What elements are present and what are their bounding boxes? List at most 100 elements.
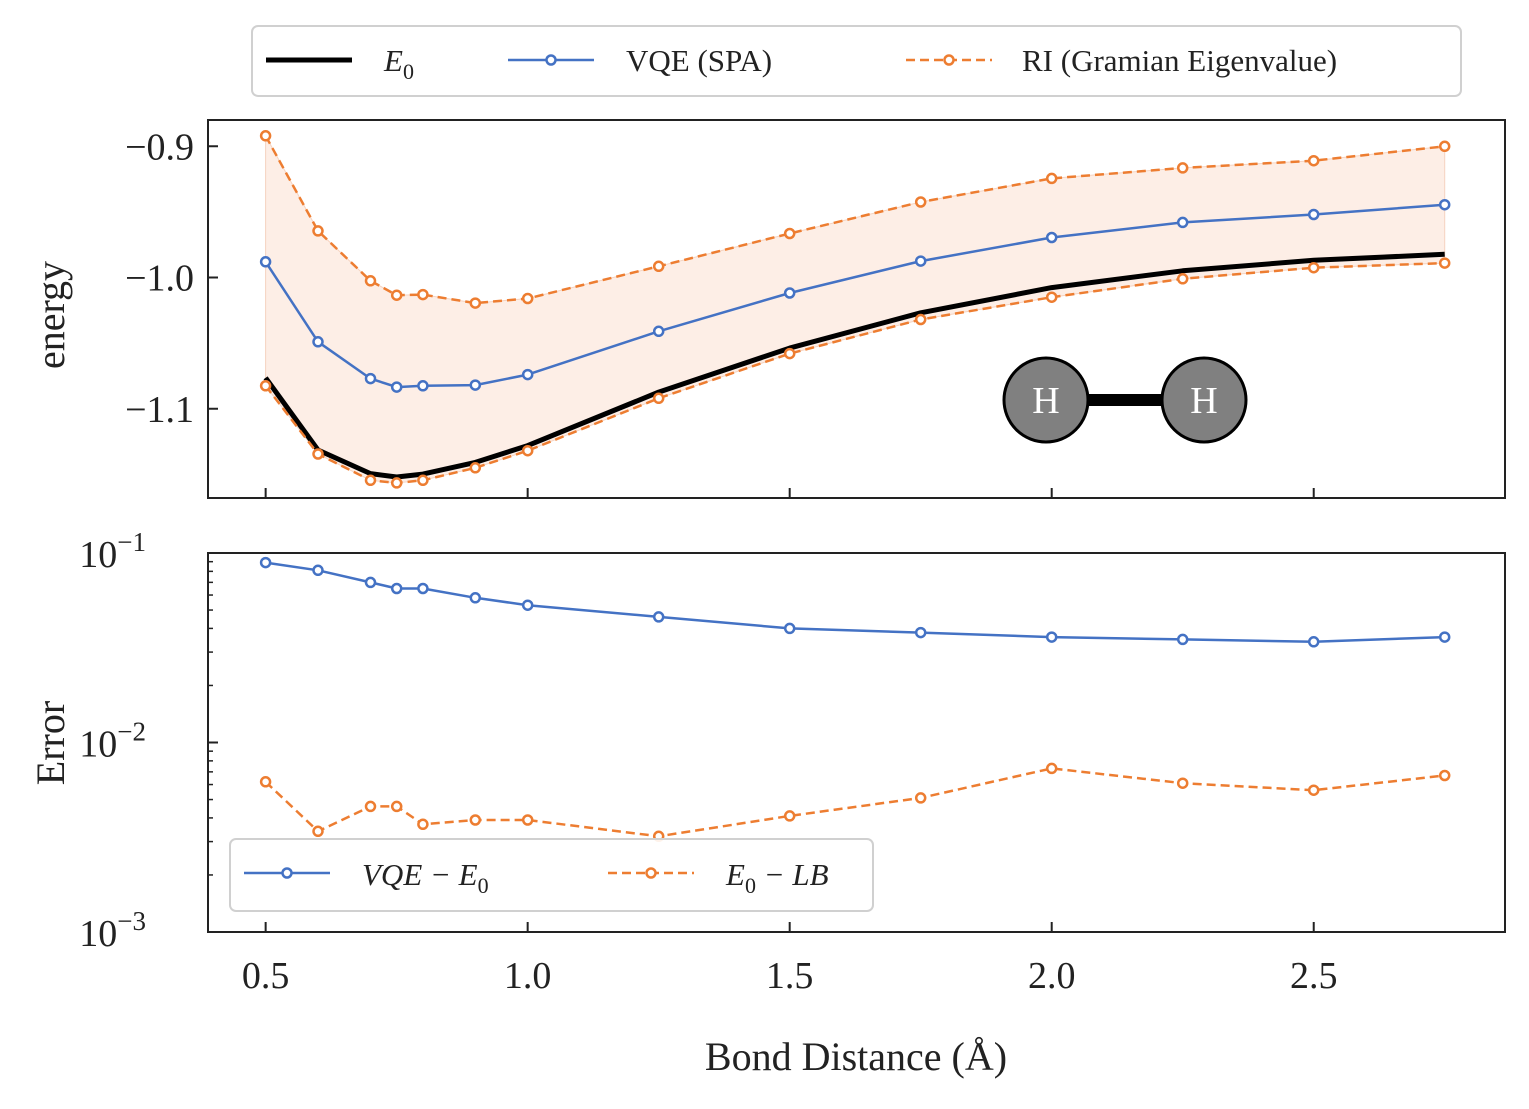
vqe-error-point (469, 592, 482, 604)
ri-upper-point (312, 225, 324, 237)
lb-error-line (264, 767, 1445, 838)
ri-lower-point (364, 474, 377, 487)
vqe-error-point (1438, 631, 1451, 643)
e0-line (263, 251, 1445, 480)
vqe-point (469, 379, 482, 391)
vqe-point (312, 336, 324, 348)
xtick-label: 1.5 (766, 955, 814, 997)
ri-upper-point (521, 292, 534, 305)
ri-upper-point (1045, 172, 1058, 185)
legend-marker-vqe-err (281, 867, 293, 879)
energy-axis-label: energy (28, 261, 73, 369)
bottom-legend: VQE − E0 E0 − LB (229, 838, 874, 912)
ri-upper-point (259, 130, 272, 142)
vqe-error-point (783, 622, 796, 635)
vqe-error-point (259, 556, 272, 569)
ri-lower-point (914, 313, 927, 326)
legend-label-vqe-err: VQE − E0 (362, 857, 489, 898)
lb-error-point (1307, 784, 1320, 796)
ri-upper-point (364, 275, 377, 287)
energy-ytick-label: −1.1 (125, 389, 194, 431)
h-atom-left-label: H (1032, 380, 1059, 422)
ri-upper-point (914, 196, 927, 208)
xtick-label: 2.0 (1028, 955, 1076, 997)
vqe-error-point (417, 582, 429, 595)
ri-lower-point (652, 392, 665, 405)
ri-upper-point (652, 260, 665, 273)
ri-lower-point (521, 444, 534, 457)
vqe-error-point (1307, 636, 1320, 648)
energy-plot-frame (207, 119, 1506, 499)
vqe-point (652, 325, 665, 338)
legend-label-lb-err: E0 − LB (725, 857, 829, 898)
vqe-error-point (364, 576, 377, 589)
legend-marker-lb-err (645, 867, 657, 879)
vqe-point (417, 380, 429, 392)
ri-upper-point (1176, 162, 1189, 174)
h-atom-left (1002, 356, 1090, 444)
xtick-label: 2.5 (1290, 955, 1338, 997)
vqe-point (1307, 208, 1320, 221)
vqe-point (1045, 231, 1058, 244)
ri-lower-point (1045, 291, 1058, 303)
ri-lower-point (1438, 257, 1451, 269)
legend-label-e0: E0 (383, 43, 414, 84)
lb-error-point (1045, 762, 1058, 775)
vqe-error-point (521, 599, 534, 611)
ri-upper-point (1307, 154, 1320, 167)
error-ytick-label: 10−1 (79, 527, 146, 576)
bottom-legend-frame (229, 838, 874, 912)
vqe-error-point (652, 611, 665, 623)
vqe-point (364, 372, 377, 385)
lb-error-point (469, 814, 482, 826)
error-panel: 10−3 10−2 10−1 0.5 1.0 1.5 2.0 2.5 Error VQE − … (28, 527, 1506, 997)
vqe-error-point (1176, 633, 1189, 646)
legend-marker-ri (943, 54, 955, 66)
vqe-error-point (312, 564, 324, 577)
lb-error-point (1176, 777, 1189, 789)
lb-error-point (783, 810, 796, 822)
xtick-label: 1.0 (504, 955, 552, 997)
energy-ytick-label: −0.9 (125, 126, 194, 168)
vqe-point (390, 381, 403, 393)
xtick-label: 0.5 (242, 955, 290, 997)
error-ytick-label: 10−3 (79, 906, 146, 955)
ri-lower-point (390, 477, 403, 489)
ri-lower-point (417, 474, 429, 487)
energy-ytick-label: −1.0 (125, 258, 194, 300)
legend-label-vqe: VQE (SPA) (626, 43, 772, 78)
vqe-point (914, 255, 927, 267)
lb-error-point (1438, 769, 1451, 782)
ri-lower-point (259, 380, 272, 392)
error-axis-label: Error (28, 701, 73, 785)
lb-error-point (259, 776, 272, 788)
ri-upper-point (469, 297, 482, 309)
vqe-point (783, 287, 796, 299)
legend-marker-vqe (545, 54, 557, 66)
ri-lower-point (1307, 261, 1320, 274)
h-atom-right (1160, 356, 1248, 444)
lb-error-point (521, 814, 534, 826)
lb-error-point (390, 800, 403, 813)
vqe-error-point (914, 626, 927, 639)
ri-upper-point (1438, 140, 1451, 153)
ri-lower-point (783, 347, 796, 360)
ri-upper-point (390, 289, 403, 301)
vqe-point (1176, 216, 1189, 229)
vqe-error-line (265, 561, 1445, 644)
vqe-error-point (1045, 631, 1058, 643)
lb-error-point (914, 792, 927, 804)
vqe-error-point (390, 582, 403, 595)
lb-error-point (417, 818, 429, 831)
vqe-point (259, 256, 272, 268)
lb-error-point (312, 825, 324, 838)
error-ytick-label: 10−2 (79, 717, 146, 766)
vqe-point (1438, 198, 1451, 211)
ri-upper-point (783, 227, 796, 240)
ri-bound-fill (265, 135, 1446, 484)
h2-molecule: H H (1002, 356, 1248, 444)
vqe-point (521, 368, 534, 381)
ri-lower-point (1176, 273, 1189, 285)
h-atom-right-label: H (1190, 380, 1217, 422)
x-axis-label: Bond Distance (Å) (705, 1034, 1007, 1079)
